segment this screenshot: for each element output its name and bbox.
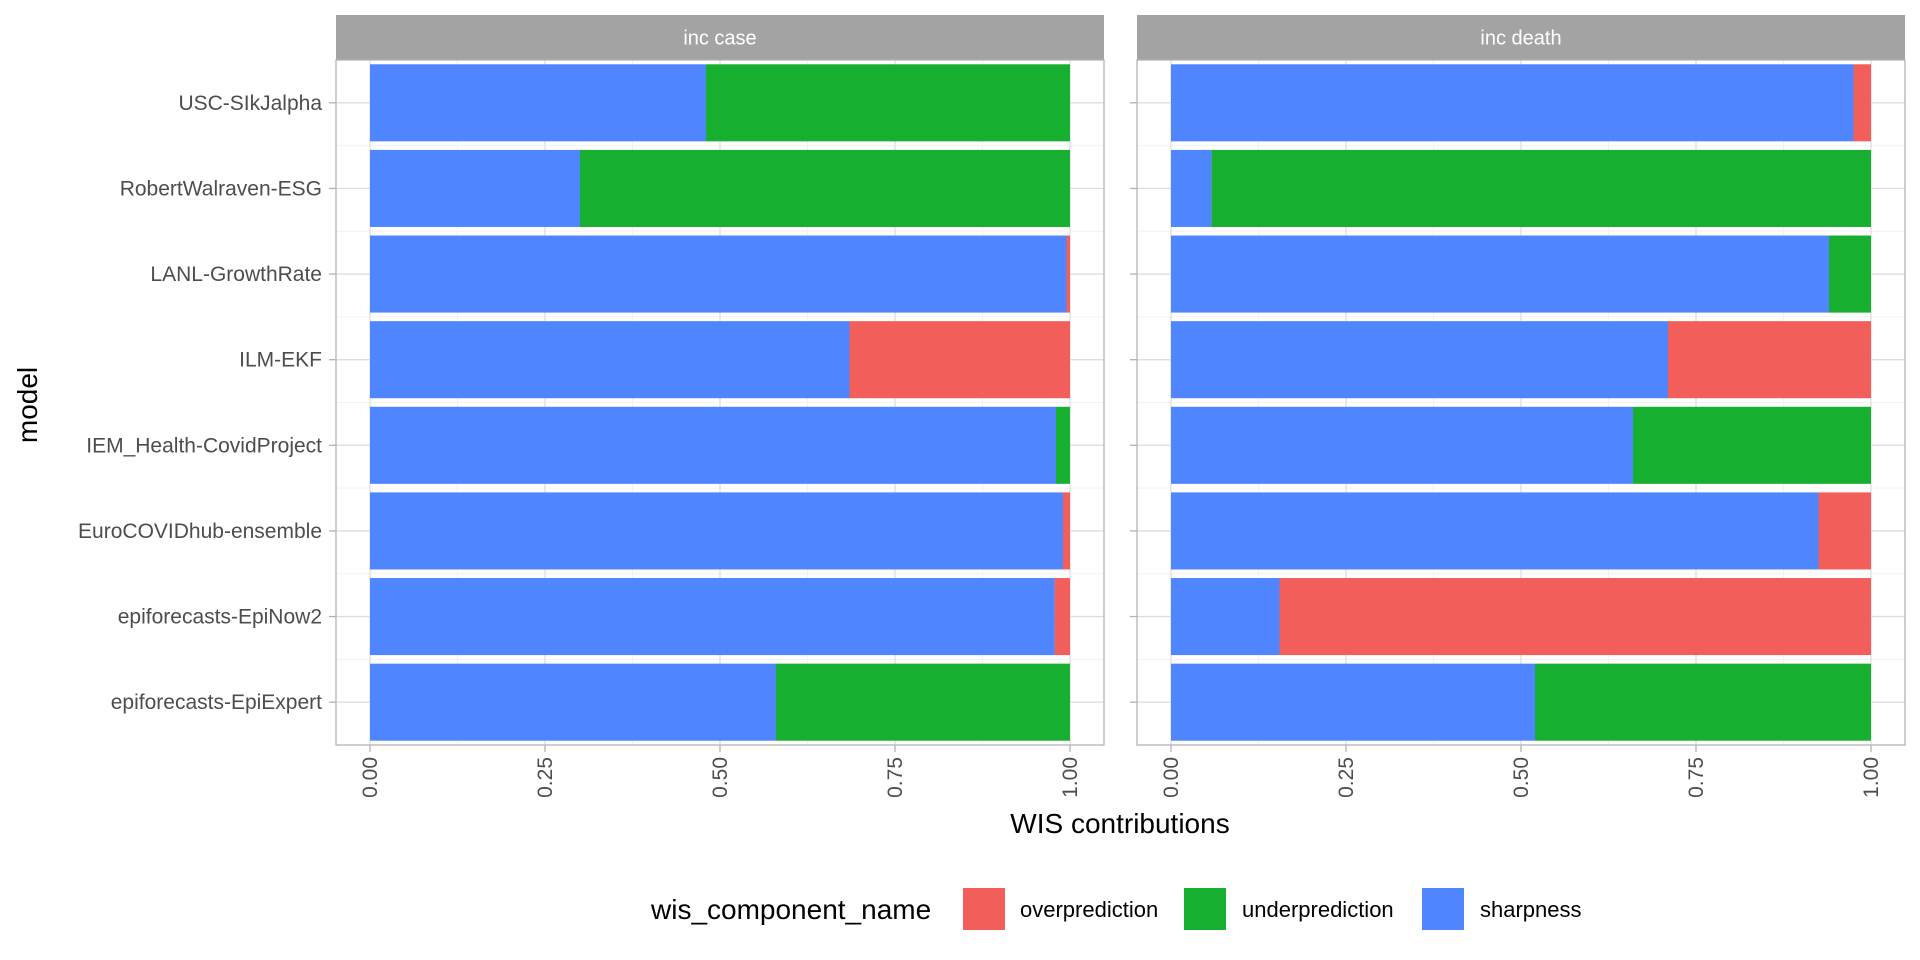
bar-sharpness-eurocovidhub-ensemble — [1171, 492, 1819, 570]
bar-overprediction-epiforecasts-epinow2 — [1279, 578, 1871, 656]
legend-key-overprediction — [963, 888, 1005, 930]
bar-underprediction-epiforecasts-epiexpert — [776, 663, 1070, 741]
y-axis: USC-SIkJalpha RobertWalraven-ESG LANL-Grow… — [78, 92, 1137, 714]
x-tick-label: 0.00 — [359, 757, 382, 798]
bar-sharpness-ilm-ekf — [1171, 321, 1668, 399]
bar-underprediction-robertwalraven-esg — [580, 149, 1070, 227]
bar-overprediction-epiforecasts-epinow2 — [1054, 578, 1070, 656]
x-tick-label: 0.25 — [1335, 757, 1358, 798]
x-tick-label: 0.75 — [1685, 757, 1708, 798]
bar-overprediction-ilm-ekf — [849, 321, 1070, 399]
bar-sharpness-lanl-growthrate — [370, 235, 1067, 313]
legend-label-overprediction: overprediction — [1020, 897, 1158, 922]
legend-title: wis_component_name — [650, 894, 931, 925]
strip-label: inc death — [1480, 28, 1561, 50]
y-tick-label-usc-sikjalpha: USC-SIkJalpha — [178, 92, 322, 115]
strip-label: inc case — [683, 28, 756, 50]
bar-underprediction-robertwalraven-esg — [1211, 149, 1871, 227]
bar-sharpness-ilm-ekf — [370, 321, 850, 399]
x-tick-label: 0.50 — [1510, 757, 1533, 798]
x-tick-label: 0.00 — [1160, 757, 1183, 798]
y-tick-label-eurocovidhub-ensemble: EuroCOVIDhub-ensemble — [78, 520, 322, 543]
bar-overprediction-ilm-ekf — [1668, 321, 1871, 399]
bar-sharpness-epiforecasts-epiexpert — [1171, 663, 1535, 741]
bar-sharpness-epiforecasts-epiexpert — [370, 663, 776, 741]
bar-overprediction-lanl-growthrate — [1066, 235, 1070, 313]
bar-sharpness-robertwalraven-esg — [1171, 149, 1212, 227]
y-tick-label-epiforecasts-epiexpert: epiforecasts-EpiExpert — [111, 691, 322, 714]
bar-sharpness-usc-sikjalpha — [370, 64, 706, 142]
legend: wis_component_name overprediction underpr… — [650, 888, 1582, 930]
y-tick-label-robertwalraven-esg: RobertWalraven-ESG — [120, 177, 322, 200]
x-tick-label: 0.75 — [884, 757, 907, 798]
strip-background — [1137, 15, 1905, 60]
y-tick-label-iem-health-covidproject: IEM_Health-CovidProject — [86, 434, 322, 457]
x-tick-label: 0.25 — [534, 757, 557, 798]
x-tick-label: 0.50 — [709, 757, 732, 798]
bar-underprediction-iem-health-covidproject — [1633, 406, 1871, 484]
bar-sharpness-eurocovidhub-ensemble — [370, 492, 1063, 570]
bar-underprediction-usc-sikjalpha — [706, 64, 1070, 142]
panel-inc-case: inc case 0.00 0.25 0.50 0.75 1.00 — [335, 15, 1105, 798]
y-tick-label-ilm-ekf: ILM-EKF — [239, 349, 322, 372]
legend-label-sharpness: sharpness — [1480, 897, 1582, 922]
legend-key-underprediction — [1184, 888, 1226, 930]
y-axis-title: model — [12, 367, 43, 443]
bar-underprediction-lanl-growthrate — [1829, 235, 1871, 313]
bar-sharpness-lanl-growthrate — [1171, 235, 1829, 313]
bar-overprediction-eurocovidhub-ensemble — [1818, 492, 1871, 570]
panels-layer: inc case 0.00 0.25 0.50 0.75 1.00 inc death 0.0… — [335, 15, 1906, 798]
y-tick-label-lanl-growthrate: LANL-GrowthRate — [150, 263, 322, 286]
bar-sharpness-iem-health-covidproject — [370, 406, 1056, 484]
y-tick-label-epiforecasts-epinow2: epiforecasts-EpiNow2 — [118, 606, 322, 629]
strip-background — [336, 15, 1104, 60]
x-axis-title: WIS contributions — [1010, 808, 1229, 839]
legend-key-sharpness — [1422, 888, 1464, 930]
x-tick-label: 1.00 — [1860, 757, 1883, 798]
bar-sharpness-iem-health-covidproject — [1171, 406, 1633, 484]
bar-sharpness-usc-sikjalpha — [1171, 64, 1854, 142]
panel-inc-death: inc death 0.00 0.25 0.50 0.75 1.00 — [1136, 15, 1906, 798]
bar-overprediction-eurocovidhub-ensemble — [1063, 492, 1070, 570]
x-tick-label: 1.00 — [1059, 757, 1082, 798]
bar-underprediction-iem-health-covidproject — [1056, 406, 1070, 484]
bar-overprediction-usc-sikjalpha — [1853, 64, 1871, 142]
legend-label-underprediction: underprediction — [1242, 897, 1394, 922]
bar-sharpness-epiforecasts-epinow2 — [370, 578, 1055, 656]
bar-sharpness-robertwalraven-esg — [370, 149, 580, 227]
bar-underprediction-epiforecasts-epiexpert — [1535, 663, 1871, 741]
bar-sharpness-epiforecasts-epinow2 — [1171, 578, 1280, 656]
